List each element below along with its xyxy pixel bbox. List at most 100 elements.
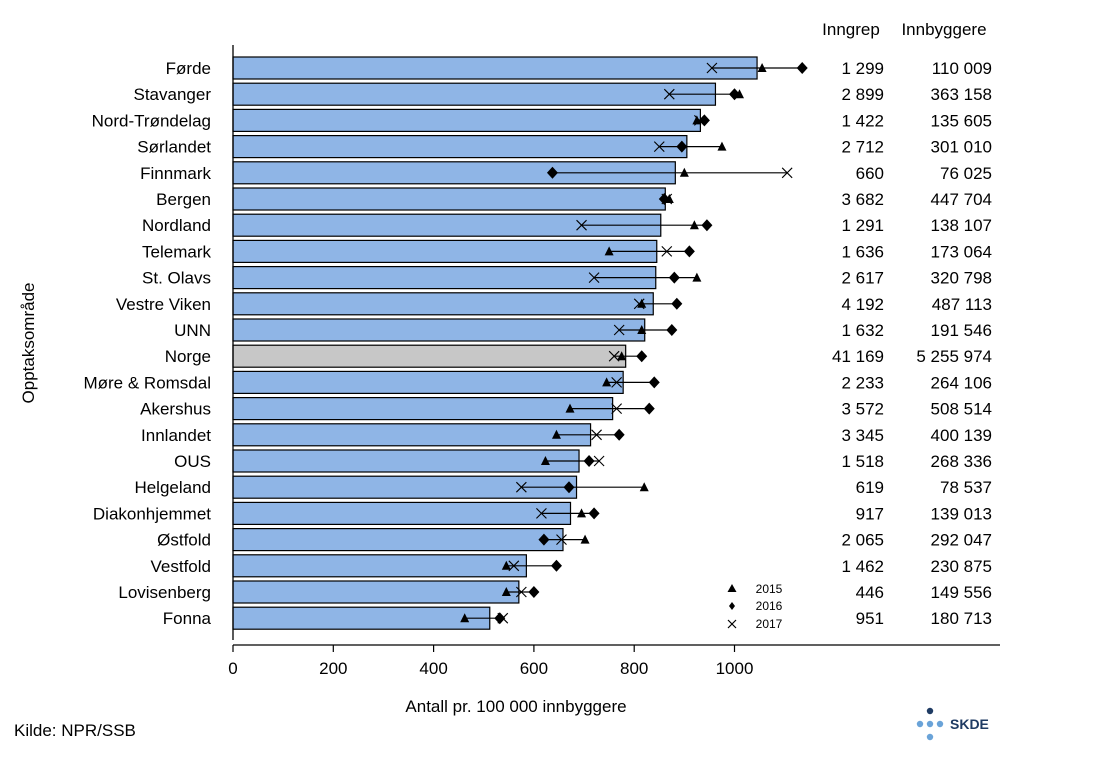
innbyggere-value: 268 336 xyxy=(931,452,992,471)
innbyggere-value: 301 010 xyxy=(931,138,992,157)
marker-2017 xyxy=(653,141,665,152)
bar xyxy=(232,423,592,447)
marker-2016 xyxy=(666,324,678,336)
marker-2015 xyxy=(757,63,767,72)
bar xyxy=(232,239,658,263)
marker-2016 xyxy=(546,166,558,179)
inngrep-value: 3 345 xyxy=(841,426,884,445)
inngrep-value: 446 xyxy=(856,583,884,602)
inngrep-value: 4 192 xyxy=(841,295,884,314)
innbyggere-value: 363 158 xyxy=(931,85,992,104)
source-note: Kilde: NPR/SSB xyxy=(14,721,136,740)
category-label: Fonna xyxy=(163,609,212,628)
bar xyxy=(232,135,688,159)
marker-2015 xyxy=(679,167,689,177)
marker-2017 xyxy=(611,377,623,388)
inngrep-value: 2 899 xyxy=(841,85,884,104)
logo-text: SKDE xyxy=(950,716,989,732)
bar xyxy=(232,82,717,106)
x-tick-label: 400 xyxy=(419,659,447,678)
x-tick-label: 1000 xyxy=(716,659,754,678)
skde-logo: SKDE xyxy=(916,707,989,741)
marker-2016 xyxy=(668,271,680,284)
bar xyxy=(232,449,580,473)
innbyggere-value: 110 009 xyxy=(932,59,992,78)
bar xyxy=(232,501,572,525)
y-axis-label: Opptaksområde xyxy=(19,283,38,404)
bar xyxy=(232,344,627,368)
inngrep-value: 1 291 xyxy=(841,216,884,235)
marker-2017 xyxy=(661,193,673,205)
innbyggere-value: 173 064 xyxy=(931,242,992,261)
category-label: Lovisenberg xyxy=(118,583,211,602)
inngrep-value: 2 065 xyxy=(841,531,884,550)
category-label: Diakonhjemmet xyxy=(93,504,211,523)
category-label: Telemark xyxy=(142,242,211,261)
legend-label-2015: 2015 xyxy=(756,582,783,596)
inngrep-value: 951 xyxy=(856,609,884,628)
inngrep-value: 2 233 xyxy=(841,373,884,392)
innbyggere-value: 5 255 974 xyxy=(916,347,992,366)
inngrep-value: 2 712 xyxy=(841,138,884,157)
category-label: Norge xyxy=(165,347,211,366)
inngrep-value: 3 682 xyxy=(841,190,884,209)
innbyggere-value: 180 713 xyxy=(931,609,992,628)
bar xyxy=(232,318,646,342)
marker-2016 xyxy=(528,586,540,598)
marker-2015 xyxy=(602,377,612,387)
marker-2016 xyxy=(550,559,562,572)
marker-2016 xyxy=(613,428,625,441)
table-header-innbyggere: Innbyggere xyxy=(901,20,986,39)
bar xyxy=(232,370,624,394)
legend-triangle-icon xyxy=(727,584,737,592)
marker-2015 xyxy=(692,272,702,282)
marker-2016 xyxy=(683,245,695,258)
inngrep-value: 1 632 xyxy=(841,321,884,340)
innbyggere-value: 508 514 xyxy=(931,400,992,419)
marker-2016 xyxy=(796,62,808,74)
innbyggere-value: 135 605 xyxy=(931,111,992,130)
category-label: Sørlandet xyxy=(137,138,211,157)
category-label: Helgeland xyxy=(134,478,211,497)
marker-2017 xyxy=(515,481,527,493)
legend-label-2017: 2017 xyxy=(756,617,783,631)
marker-2016 xyxy=(658,193,670,205)
marker-2016 xyxy=(643,402,655,415)
category-label: Akershus xyxy=(140,400,211,419)
marker-2015 xyxy=(460,613,470,623)
marker-2016 xyxy=(538,533,550,546)
innbyggere-value: 76 025 xyxy=(940,164,992,183)
marker-2016 xyxy=(588,507,600,520)
x-tick-label: 800 xyxy=(620,659,648,678)
inngrep-value: 2 617 xyxy=(841,269,884,288)
category-label: Nord-Trøndelag xyxy=(92,111,211,130)
marker-2017 xyxy=(694,115,705,126)
category-label: Finnmark xyxy=(140,164,211,183)
innbyggere-value: 264 106 xyxy=(931,373,992,392)
marker-2016 xyxy=(729,88,740,101)
marker-2017 xyxy=(536,508,547,519)
innbyggere-value: 487 113 xyxy=(932,295,992,314)
bar xyxy=(232,108,701,133)
category-label: Vestfold xyxy=(151,557,212,576)
innbyggere-value: 149 556 xyxy=(931,583,992,602)
innbyggere-value: 78 537 xyxy=(940,478,992,497)
bars-layer xyxy=(232,56,758,630)
marker-2015 xyxy=(639,482,649,492)
marker-2017 xyxy=(611,403,623,414)
category-label: St. Olavs xyxy=(142,269,211,288)
legend-label-2016: 2016 xyxy=(756,599,783,613)
bar xyxy=(232,397,614,421)
marker-2015 xyxy=(580,534,590,544)
legend-diamond-icon xyxy=(729,602,735,610)
marker-2017 xyxy=(508,560,520,572)
category-label: OUS xyxy=(174,452,211,471)
innbyggere-value: 447 704 xyxy=(931,190,992,209)
marker-2016 xyxy=(676,140,688,153)
marker-2015 xyxy=(637,298,647,308)
inngrep-value: 660 xyxy=(856,164,884,183)
marker-2017 xyxy=(663,88,675,100)
category-label: Møre & Romsdal xyxy=(83,373,211,392)
category-labels-layer: Førde Stavanger Nord-Trøndelag Sørlandet Fin… xyxy=(83,59,211,628)
